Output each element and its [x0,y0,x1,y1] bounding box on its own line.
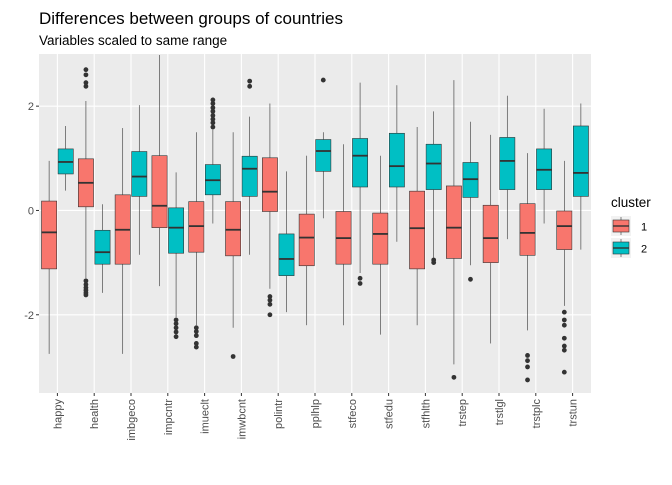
outlier-point [210,124,216,130]
axis-layer: -2 0 2 happy health imbgeco impcntr imueclt imwb… [24,101,579,440]
box-happy-cluster-1 [41,200,58,270]
y-tick-label: 2 [28,101,34,113]
outlier-point [468,276,473,282]
x-tick-label: trstep [457,399,469,427]
box-trstlgl-cluster-2 [499,137,516,190]
x-tick-label: imueclt [200,399,212,434]
legend-label-2: 2 [641,244,647,256]
outlier-point [83,83,89,89]
x-tick-label: trstlgl [494,399,506,425]
box-pplhlp-cluster-2 [315,139,332,172]
outlier-point [83,67,89,73]
outlier-point [193,341,199,346]
outlier-point [525,364,530,370]
box-stfedu-cluster-2 [388,132,405,188]
outlier-point [173,325,179,331]
box-stfhlth-cluster-1 [409,190,426,270]
outlier-point [210,120,216,126]
chart-title: Differences between groups of countries [39,9,343,28]
y-tick-label: -2 [24,310,34,322]
outlier-point [267,294,273,299]
x-tick-label: impcntr [163,399,175,435]
box-stfhlth-cluster-2 [425,143,442,190]
outlier-point [525,353,530,358]
outlier-point [561,317,567,323]
outlier-point [451,374,457,380]
outlier-point [193,329,199,334]
box-health-cluster-2 [94,229,111,265]
box-trstun-cluster-1 [556,210,573,250]
outlier-point [173,317,179,323]
outlier-point [173,321,179,327]
outlier-point [561,343,567,349]
outlier-point [561,309,567,315]
outlier-point [267,301,273,307]
box-trstun-cluster-2 [572,125,589,197]
y-tick-label: 0 [28,205,34,217]
outlier-point [431,260,437,266]
legend: cluster 1 2 [611,195,651,258]
box-layer [41,55,589,383]
legend-title: cluster [611,195,651,210]
x-tick-label: pplhlp [310,399,322,428]
x-tick-label: happy [52,399,64,429]
outlier-point [83,80,89,86]
x-tick-label: trstun [568,399,580,427]
outlier-point [210,113,216,118]
outlier-point [210,97,216,103]
outlier-point [230,354,236,359]
chart-subtitle: Variables scaled to same range [39,33,227,48]
box-imbgeco-cluster-2 [131,151,148,197]
outlier-point [561,347,567,353]
outlier-point [357,275,363,281]
outlier-point [357,281,363,286]
x-tick-label: health [89,399,101,429]
outlier-point [173,329,179,335]
outlier-point [247,83,253,89]
outlier-point [561,369,567,375]
outlier-point [173,334,179,340]
outlier-point [247,78,253,84]
outlier-point [320,77,326,83]
x-tick-label: trstplc [531,399,543,429]
x-tick-label: imwbcnt [236,399,248,439]
outlier-point [561,335,567,341]
x-tick-label: stfedu [384,399,396,429]
outlier-point [267,312,273,318]
box-polintr-cluster-1 [262,157,278,212]
box-impcntr-cluster-2 [168,207,184,254]
outlier-point [193,344,199,350]
box-stfeco-cluster-2 [352,138,368,188]
outlier-point [210,105,216,111]
box-polintr-cluster-2 [278,233,295,276]
outlier-point [210,108,216,114]
legend-label-1: 1 [641,222,647,234]
box-imwbcnt-cluster-2 [241,155,258,197]
grid-lines [39,54,591,393]
outlier-point [193,325,199,331]
outlier-point [193,333,199,339]
box-imwbcnt-cluster-1 [225,201,242,257]
box-trstep-cluster-1 [446,185,462,259]
x-tick-label: stfhlth [420,399,432,428]
box-impcntr-cluster-1 [151,155,168,228]
outlier-point [210,116,216,122]
box-trstplc-cluster-1 [519,203,536,256]
outlier-point [267,297,273,303]
x-tick-label: imbgeco [126,399,138,441]
box-trstlgl-cluster-1 [482,204,499,263]
outlier-point [83,72,89,78]
outlier-point [561,322,567,328]
box-pplhlp-cluster-1 [298,213,315,267]
outlier-point [525,358,530,364]
outlier-point [83,278,89,284]
outlier-point [210,101,216,106]
box-stfedu-cluster-1 [372,212,389,265]
x-tick-label: stfeco [347,399,359,428]
x-tick-label: polintr [273,399,285,429]
outlier-point [83,292,89,298]
outlier-point [525,377,530,383]
